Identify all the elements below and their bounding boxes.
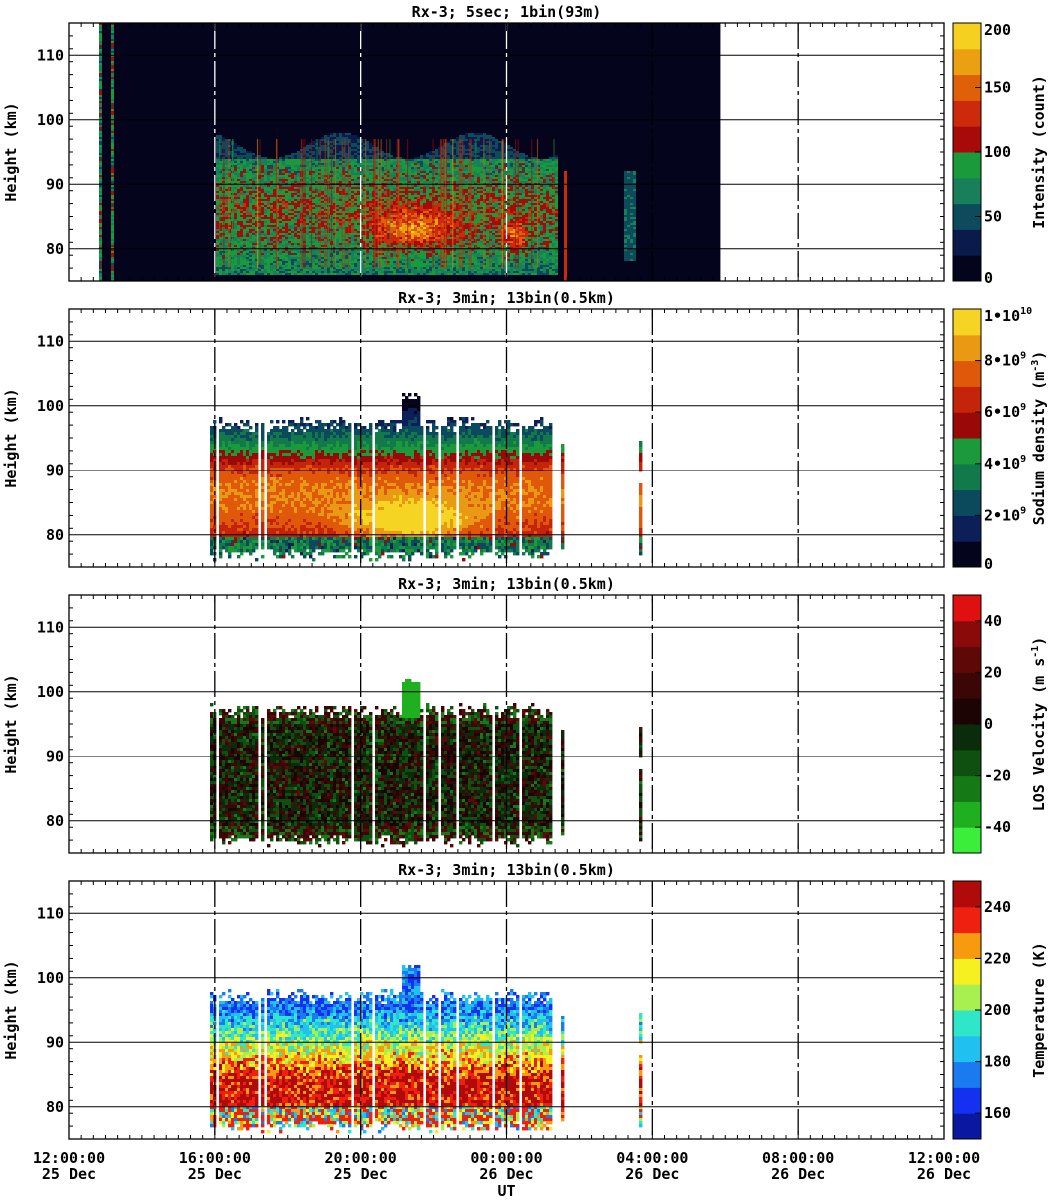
panel-2-colorbar: 0 2•109 4•109 6•109 8•109 1•1010	[953, 306, 1032, 573]
panel-3-colorbar: -40 -20 0 20 40	[953, 595, 1011, 854]
x-axis-label: UT	[497, 1182, 515, 1200]
panel-1-colorbar: 0 50 100 150 200	[953, 21, 1011, 287]
panel-1-colorbar-tick-3: 150	[984, 79, 1011, 97]
panel-4-ytick-110: 110	[37, 904, 64, 922]
panel-2-colorbar-tick-1: 2•109	[984, 505, 1026, 524]
panel-4-colorbar-tick-4: 240	[984, 898, 1011, 916]
panel-2-colorbar-tick-0: 0	[984, 555, 993, 573]
panel-2-title: Rx-3; 3min; 13bin(0.5km)	[398, 289, 615, 307]
x-tick-date-4: 26 Dec	[625, 1165, 679, 1183]
panel-1-ylabel: Height (km)	[2, 102, 20, 201]
panel-4-colorbar-tick-3: 220	[984, 949, 1011, 967]
panel-2-ytick-90: 90	[46, 461, 64, 479]
panel-4: Rx-3; 3min; 13bin(0.5km) 80 90 100 110 Height…	[2, 861, 1048, 1140]
x-tick-date-0: 25 Dec	[42, 1165, 96, 1183]
panel-1-title: Rx-3; 5sec; 1bin(93m)	[412, 3, 602, 21]
panel-4-title: Rx-3; 3min; 13bin(0.5km)	[398, 861, 615, 879]
panel-4-colorbar-tick-0: 160	[984, 1104, 1011, 1122]
x-tick-date-6: 26 Dec	[917, 1165, 971, 1183]
panel-3-ytick-110: 110	[37, 618, 64, 636]
panel-3-colorbar-tick-0: -40	[984, 818, 1011, 836]
panel-4-ylabel: Height (km)	[2, 960, 20, 1059]
panel-3-ytick-90: 90	[46, 747, 64, 765]
panel-4-colorbar: 160 180 200 220 240	[953, 881, 1011, 1140]
panel-2-colorbar-tick-2: 4•109	[984, 454, 1026, 473]
panel-3-ytick-80: 80	[46, 812, 64, 830]
panel-2-colorbar-label: Sodium density (m-3)	[1030, 351, 1048, 526]
panel-4-colorbar-tick-1: 180	[984, 1053, 1011, 1071]
panel-1-colorbar-tick-1: 50	[984, 208, 1002, 226]
panel-4-ytick-80: 80	[46, 1098, 64, 1116]
panel-1-data-field	[99, 23, 720, 281]
panel-4-ytick-90: 90	[46, 1033, 64, 1051]
panel-3-ylabel: Height (km)	[2, 674, 20, 773]
panel-4-colorbar-tick-2: 200	[984, 1001, 1011, 1019]
panel-2: Rx-3; 3min; 13bin(0.5km) 80 90 100 110 Height…	[2, 289, 1048, 573]
panel-3-title: Rx-3; 3min; 13bin(0.5km)	[398, 575, 615, 593]
panel-1-colorbar-label: Intensity (count)	[1030, 75, 1048, 229]
panel-4-ytick-100: 100	[37, 969, 64, 987]
panel-1-ytick-90: 90	[46, 175, 64, 193]
panel-1-ytick-100: 100	[37, 111, 64, 129]
x-tick-date-1: 25 Dec	[188, 1165, 242, 1183]
panel-2-ytick-80: 80	[46, 526, 64, 544]
panel-3-colorbar-tick-3: 20	[984, 663, 1002, 681]
x-tick-date-2: 25 Dec	[334, 1165, 388, 1183]
panel-2-colorbar-tick-3: 6•109	[984, 402, 1026, 421]
panel-1-ytick-80: 80	[46, 240, 64, 258]
panel-3-colorbar-tick-2: 0	[984, 715, 993, 733]
panel-4-colorbar-label: Temperature (K)	[1030, 942, 1048, 1077]
panel-3-ytick-100: 100	[37, 683, 64, 701]
panel-3-colorbar-tick-1: -20	[984, 767, 1011, 785]
panel-1-ytick-110: 110	[37, 46, 64, 64]
x-tick-date-5: 26 Dec	[771, 1165, 825, 1183]
panel-1-colorbar-tick-0: 0	[984, 269, 993, 287]
panel-1-colorbar-tick-4: 200	[984, 21, 1011, 39]
panel-2-colorbar-tick-4: 8•109	[984, 351, 1026, 370]
panel-3-colorbar-label: LOS Velocity (m s-1)	[1030, 637, 1048, 812]
panel-1: Rx-3; 5sec; 1bin(93m) 80 90 100 110 Height (k…	[2, 3, 1048, 287]
panel-3-colorbar-tick-4: 40	[984, 612, 1002, 630]
panel-2-ytick-110: 110	[37, 332, 64, 350]
panel-2-ytick-100: 100	[37, 397, 64, 415]
panel-1-colorbar-tick-2: 100	[984, 143, 1011, 161]
x-tick-date-3: 26 Dec	[479, 1165, 533, 1183]
panel-3: Rx-3; 3min; 13bin(0.5km) 80 90 100 110 Height…	[2, 575, 1048, 854]
panel-2-ylabel: Height (km)	[2, 388, 20, 487]
panel-2-colorbar-tick-5: 1•1010	[984, 306, 1032, 325]
